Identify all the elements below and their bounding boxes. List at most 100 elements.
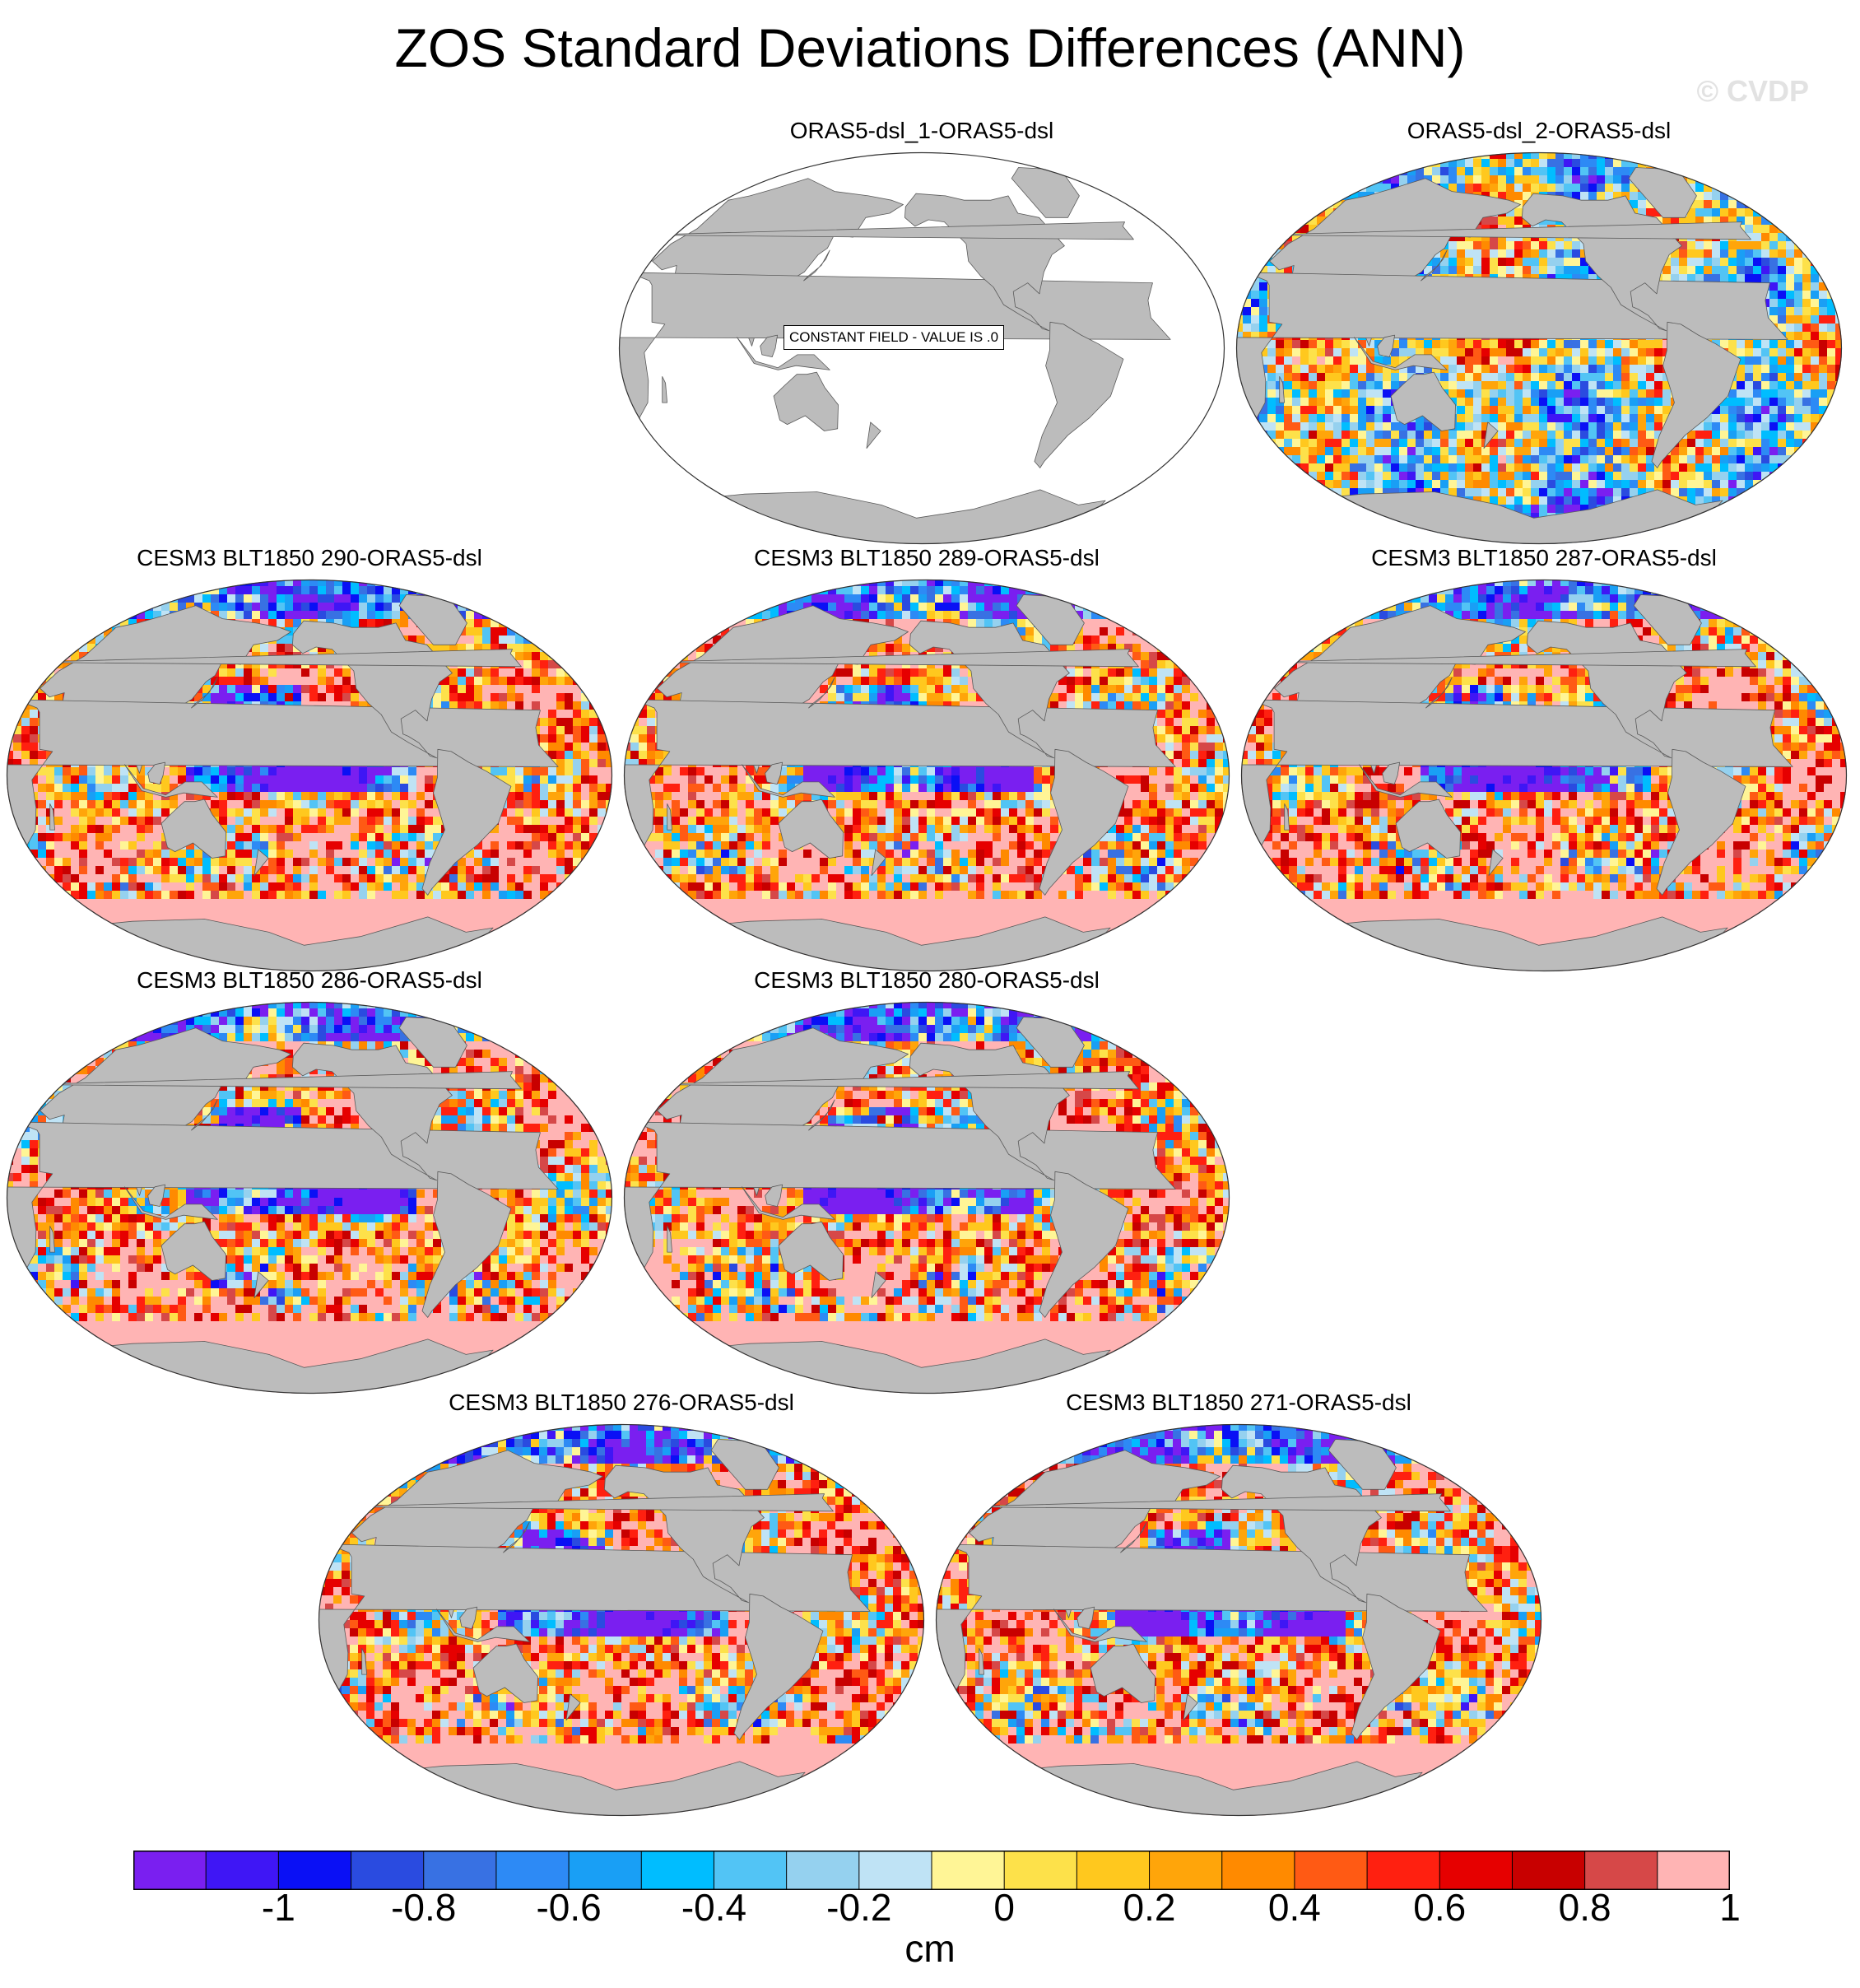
anomaly-cell	[1465, 249, 1473, 258]
anomaly-cell	[21, 668, 30, 677]
anomaly-cell	[1251, 200, 1259, 208]
anomaly-cell	[1819, 406, 1827, 414]
anomaly-cell	[1325, 472, 1333, 480]
anomaly-cell	[1769, 505, 1778, 513]
anomaly-cell	[458, 611, 466, 619]
anomaly-cell	[301, 586, 309, 594]
anomaly-cell	[38, 660, 46, 668]
anomaly-cell	[1572, 192, 1580, 200]
anomaly-cell	[1778, 472, 1786, 480]
anomaly-cell	[1753, 200, 1761, 208]
anomaly-cell	[1621, 167, 1630, 175]
anomaly-cell	[1753, 348, 1761, 356]
anomaly-cell	[1333, 463, 1342, 472]
anomaly-cell	[556, 627, 565, 636]
anomaly-cell	[277, 580, 285, 586]
anomaly-cell	[1531, 159, 1539, 167]
anomaly-cell	[1646, 381, 1654, 389]
anomaly-cell	[1333, 431, 1342, 439]
page-title: ZOS Standard Deviations Differences (ANN…	[0, 15, 1860, 81]
anomaly-cell	[458, 580, 466, 586]
anomaly-cell	[1391, 422, 1399, 431]
anomaly-cell	[589, 611, 598, 619]
anomaly-cell	[1794, 307, 1802, 315]
anomaly-cell	[1621, 175, 1630, 184]
anomaly-cell	[1778, 422, 1786, 431]
anomaly-cell	[1236, 233, 1243, 241]
anomaly-cell	[1333, 340, 1342, 348]
anomaly-cell	[1835, 529, 1842, 538]
anomaly-cell	[1794, 208, 1802, 216]
anomaly-cell	[1374, 373, 1383, 381]
anomaly-cell	[548, 619, 556, 627]
anomaly-cell	[474, 644, 482, 652]
map-panel: ORAS5-dsl_1-ORAS5-dsl CONSTANT FIELD - V…	[617, 118, 1226, 546]
anomaly-cell	[573, 726, 581, 734]
anomaly-cell	[1605, 422, 1613, 431]
anomaly-cell	[1276, 488, 1284, 496]
anomaly-cell	[1794, 274, 1802, 282]
anomaly-cell	[523, 677, 532, 685]
anomaly-cell	[1769, 373, 1778, 381]
anomaly-cell	[1687, 216, 1695, 225]
anomaly-cell	[581, 636, 589, 644]
anomaly-cell	[1720, 463, 1728, 472]
anomaly-cell	[1523, 389, 1531, 398]
anomaly-cell	[79, 594, 87, 603]
anomaly-cell	[1490, 340, 1498, 348]
anomaly-cell	[1761, 249, 1769, 258]
anomaly-cell	[1802, 175, 1811, 184]
anomaly-cell	[1638, 381, 1646, 389]
anomaly-cell	[211, 603, 219, 611]
anomaly-cell	[1728, 488, 1737, 496]
anomaly-cell	[260, 693, 268, 701]
anomaly-cell	[359, 619, 367, 627]
anomaly-cell	[1374, 529, 1383, 538]
anomaly-cell	[1679, 488, 1687, 496]
anomaly-cell	[1753, 447, 1761, 455]
anomaly-cell	[1342, 356, 1350, 365]
anomaly-cell	[1827, 455, 1835, 463]
anomaly-cell	[30, 710, 38, 718]
anomaly-cell	[1407, 455, 1416, 463]
anomaly-cell	[598, 619, 606, 627]
anomaly-cell	[565, 718, 573, 726]
anomaly-cell	[1317, 414, 1325, 422]
anomaly-cell	[268, 677, 277, 685]
anomaly-cell	[1572, 340, 1580, 348]
anomaly-cell	[1481, 258, 1490, 266]
anomaly-cell	[71, 636, 79, 644]
anomaly-cell	[499, 636, 507, 644]
anomaly-cell	[1794, 381, 1802, 389]
anomaly-cell	[1621, 152, 1630, 159]
anomaly-cell	[1514, 175, 1523, 184]
anomaly-cell	[1284, 422, 1292, 431]
anomaly-cell	[301, 580, 309, 586]
anomaly-cell	[1531, 266, 1539, 274]
anomaly-cell	[1539, 373, 1547, 381]
anomaly-cell	[1350, 447, 1358, 455]
anomaly-cell	[1473, 414, 1481, 422]
anomaly-cell	[1259, 200, 1267, 208]
anomaly-cell	[1555, 241, 1564, 249]
anomaly-cell	[1547, 398, 1555, 406]
anomaly-cell	[1555, 455, 1564, 463]
anomaly-cell	[334, 580, 342, 586]
cvdp-watermark: © CVDP	[1696, 74, 1809, 109]
anomaly-cell	[1753, 398, 1761, 406]
anomaly-cell	[1539, 389, 1547, 398]
anomaly-cell	[1794, 152, 1802, 159]
anomaly-cell	[1638, 348, 1646, 356]
anomaly-cell	[1251, 480, 1259, 488]
anomaly-cell	[1473, 472, 1481, 480]
anomaly-cell	[1267, 513, 1276, 521]
anomaly-cell	[1333, 406, 1342, 414]
anomaly-cell	[1588, 480, 1597, 488]
anomaly-cell	[1416, 414, 1424, 422]
anomaly-cell	[1630, 200, 1638, 208]
anomaly-cell	[235, 594, 244, 603]
anomaly-cell	[1267, 381, 1276, 389]
anomaly-cell	[1638, 159, 1646, 167]
anomaly-cell	[1720, 414, 1728, 422]
anomaly-cell	[1498, 480, 1506, 488]
